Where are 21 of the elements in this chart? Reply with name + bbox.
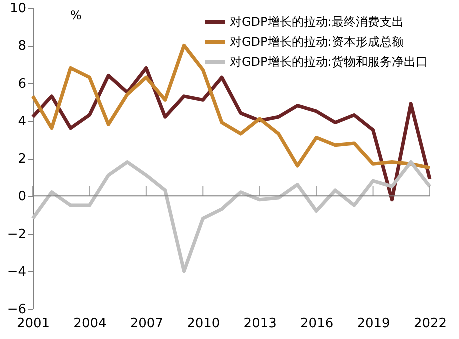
- y-tick-label: −6: [7, 302, 26, 318]
- x-tick-label: 2022: [414, 316, 448, 332]
- x-tick-label: 2019: [357, 316, 390, 332]
- y-tick-label: 4: [18, 114, 26, 130]
- y-tick-label: 0: [18, 190, 26, 205]
- x-tick-label: 2010: [187, 316, 220, 332]
- legend-label: 对GDP增长的拉动:资本形成总额: [230, 35, 404, 49]
- y-tick-label: 2: [18, 152, 26, 167]
- x-tick-label: 2004: [74, 316, 107, 332]
- x-tick-label: 2016: [300, 316, 334, 332]
- y-axis-title: %: [70, 8, 82, 22]
- y-tick-label: −4: [7, 264, 26, 280]
- legend-label: 对GDP增长的拉动:货物和服务净出口: [230, 55, 428, 69]
- x-tick-label: 2001: [16, 316, 50, 332]
- y-tick-label: −2: [7, 227, 26, 242]
- y-tick-label: 10: [10, 2, 26, 16]
- y-tick-label: 8: [18, 39, 26, 54]
- x-tick-label: 2007: [130, 316, 164, 332]
- x-tick-label: 2013: [244, 316, 277, 332]
- y-tick-label: 6: [18, 76, 26, 92]
- legend-label: 对GDP增长的拉动:最终消费支出: [230, 15, 404, 29]
